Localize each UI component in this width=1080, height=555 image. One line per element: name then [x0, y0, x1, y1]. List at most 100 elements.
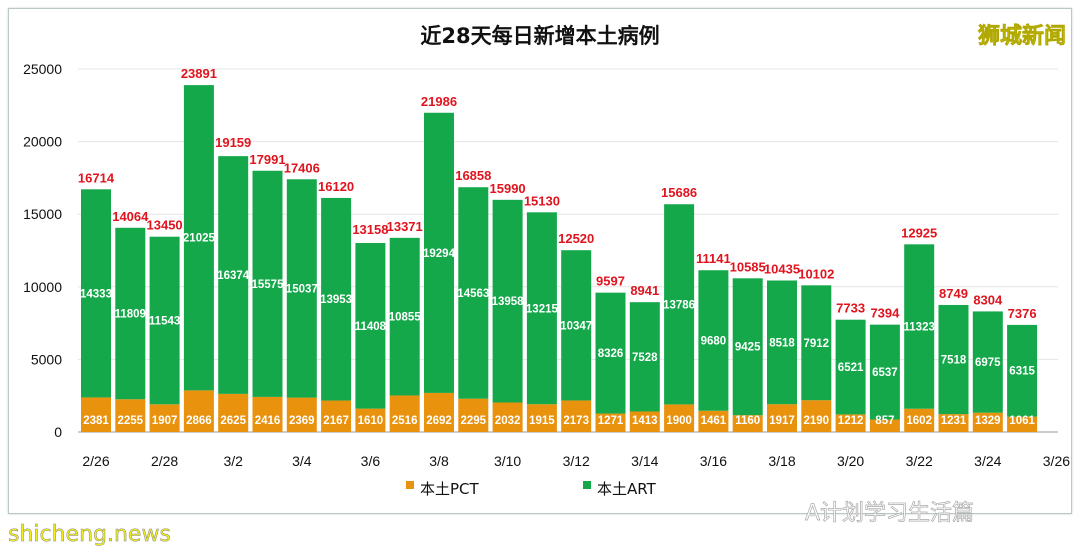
data-label-art: 7528 — [632, 352, 658, 364]
bar-art — [869, 324, 900, 420]
bar-art — [629, 302, 660, 412]
y-tick-label: 15000 — [23, 206, 62, 222]
data-label-total: 15686 — [661, 185, 697, 200]
bar-pct — [286, 397, 317, 432]
data-label-art: 11408 — [355, 321, 387, 333]
bar-art — [183, 85, 214, 391]
data-label-total: 23891 — [181, 66, 217, 81]
data-label-art: 6315 — [1009, 366, 1035, 378]
data-label-pct: 1915 — [529, 415, 555, 427]
legend-label-art: 本土ART — [597, 480, 657, 498]
bar-art — [492, 199, 523, 403]
data-label-art: 11323 — [904, 322, 935, 334]
x-tick-label: 3/10 — [494, 453, 521, 469]
data-label-total: 10585 — [730, 259, 766, 274]
data-label-art: 7518 — [941, 355, 967, 367]
data-label-total: 14064 — [112, 209, 149, 224]
data-label-pct: 2866 — [186, 415, 212, 427]
bar-art — [526, 212, 557, 405]
data-label-total: 13371 — [387, 219, 423, 234]
x-tick-label: 3/14 — [631, 453, 658, 469]
data-label-total: 16714 — [78, 170, 115, 185]
data-label-pct: 2295 — [461, 415, 487, 427]
x-tick-label: 3/12 — [563, 453, 590, 469]
x-tick-label: 3/16 — [700, 453, 727, 469]
data-label-art: 8326 — [598, 348, 624, 360]
bar-pct — [1007, 416, 1038, 432]
data-label-art: 16374 — [217, 270, 250, 282]
data-label-art: 9425 — [735, 342, 761, 354]
bar-pct — [972, 412, 1003, 432]
bar-pct — [767, 404, 797, 432]
bar-art — [424, 112, 454, 393]
bar-pct — [561, 400, 592, 432]
data-label-art: 14333 — [80, 288, 112, 300]
bar-pct — [321, 400, 352, 432]
bar-art — [561, 250, 592, 401]
x-tick-label: 3/2 — [223, 453, 243, 469]
data-label-total: 15130 — [524, 193, 560, 208]
bar-art — [81, 189, 111, 398]
data-label-pct: 2516 — [392, 415, 418, 427]
data-label-pct: 2255 — [118, 415, 144, 427]
data-label-total: 13158 — [352, 222, 388, 237]
bar-art — [767, 280, 797, 405]
data-label-art: 11543 — [149, 316, 180, 328]
data-label-pct: 1212 — [838, 415, 864, 427]
data-label-art: 10347 — [560, 320, 592, 332]
data-label-total: 7394 — [870, 306, 900, 321]
data-label-art: 21025 — [183, 233, 216, 245]
bar-art — [595, 292, 626, 414]
chart-title: 近28天每日新增本土病例 — [420, 24, 660, 48]
bar-pct — [835, 414, 866, 432]
bar-art — [321, 197, 352, 401]
bar-pct — [869, 419, 900, 432]
bar-art — [149, 236, 180, 405]
bar-pct — [389, 395, 420, 432]
data-label-art: 6975 — [975, 357, 1001, 369]
data-label-pct: 1900 — [666, 415, 692, 427]
data-label-total: 17406 — [284, 160, 320, 175]
account-watermark: A计划学习生活篇 — [805, 501, 975, 527]
bar-pct — [458, 398, 489, 432]
x-tick-label: 3/26 — [1043, 453, 1070, 469]
bar-pct — [801, 400, 832, 432]
data-label-pct: 1461 — [701, 415, 727, 427]
y-tick-label: 25000 — [23, 61, 62, 77]
bar-art — [698, 270, 729, 411]
data-label-art: 19294 — [423, 248, 456, 260]
bar-pct — [81, 397, 111, 432]
bar-pct — [149, 404, 180, 432]
data-label-total: 11141 — [696, 251, 731, 266]
data-label-pct: 1329 — [975, 415, 1001, 427]
x-tick-label: 3/8 — [429, 453, 449, 469]
x-tick-label: 3/18 — [768, 453, 795, 469]
x-tick-label: 3/4 — [292, 453, 312, 469]
bar-pct — [698, 410, 729, 432]
data-label-total: 10102 — [798, 266, 834, 281]
data-label-pct: 2692 — [426, 415, 452, 427]
y-tick-label: 5000 — [31, 351, 62, 367]
data-label-total: 8749 — [939, 286, 968, 301]
data-label-art: 14563 — [457, 288, 489, 300]
data-label-total: 12520 — [558, 231, 594, 246]
x-tick-label: 3/22 — [906, 453, 933, 469]
data-label-art: 6537 — [872, 367, 898, 379]
data-label-pct: 2625 — [220, 415, 246, 427]
data-label-art: 13958 — [492, 296, 525, 308]
data-label-pct: 2190 — [804, 415, 830, 427]
bar-pct — [115, 399, 146, 432]
data-label-pct: 1907 — [152, 415, 178, 427]
y-tick-label: 10000 — [23, 279, 62, 295]
data-label-art: 8518 — [769, 337, 795, 349]
bar-pct — [595, 413, 626, 432]
data-label-pct: 1610 — [358, 415, 384, 427]
bar-pct — [252, 396, 283, 432]
data-label-total: 7733 — [836, 301, 865, 316]
y-tick-label: 20000 — [23, 134, 62, 150]
data-label-pct: 1231 — [941, 415, 967, 427]
data-label-pct: 1602 — [906, 415, 932, 427]
data-label-pct: 1413 — [632, 415, 658, 427]
bar-pct — [526, 404, 557, 432]
data-label-total: 8304 — [973, 292, 1003, 307]
